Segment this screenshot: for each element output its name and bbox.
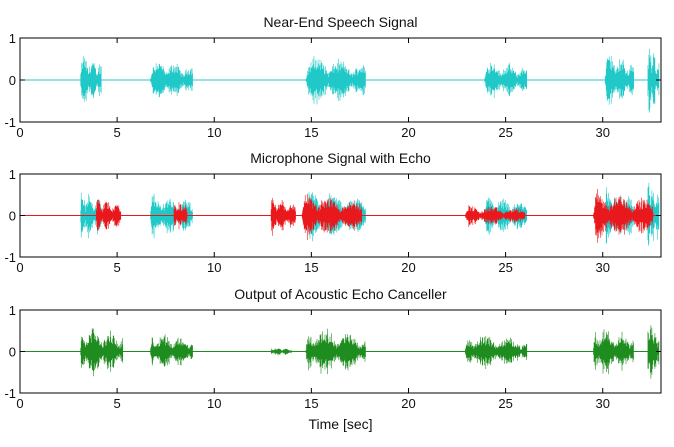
x-tick-label: 0 [16,260,23,275]
waveform-burst [604,56,634,105]
x-tick-label: 10 [207,125,221,140]
waveform-burst [305,56,366,105]
series-1 [20,325,661,379]
x-tick-label: 15 [304,125,318,140]
waveform-burst [465,205,526,227]
waveform-burst [301,193,362,240]
panel-title: Near-End Speech Signal [263,14,417,30]
x-tick-label: 25 [498,125,512,140]
y-tick-label: 0 [9,73,16,88]
y-tick-label: 1 [9,167,16,182]
waveform-burst [465,336,528,369]
x-tick-label: 30 [595,260,609,275]
x-tick-label: 5 [114,125,121,140]
series-2 [20,189,661,243]
panel-title: Microphone Signal with Echo [250,150,431,166]
waveform-burst [80,328,123,377]
waveform-burst [305,328,366,375]
x-tick-label: 10 [207,260,221,275]
waveform-burst [150,63,193,98]
y-tick-label: 1 [9,31,16,46]
x-tick-label: 5 [114,396,121,411]
y-tick-label: -1 [4,386,16,401]
x-tick-label: 25 [498,396,512,411]
waveform-burst [647,48,660,113]
x-axis-label: Time [sec] [308,416,372,432]
y-tick-label: 0 [9,345,16,360]
panel-title: Output of Acoustic Echo Canceller [234,286,447,302]
x-tick-label: 0 [16,396,23,411]
x-tick-label: 15 [304,260,318,275]
x-tick-label: 5 [114,260,121,275]
x-tick-label: 20 [401,396,415,411]
waveform-burst [150,334,193,367]
x-tick-label: 20 [401,125,415,140]
waveform-burst [270,348,292,356]
x-tick-label: 30 [595,396,609,411]
waveform-burst [593,189,654,243]
x-tick-label: 15 [304,396,318,411]
waveform-burst [96,199,122,231]
y-tick-label: -1 [4,115,16,130]
series-1 [20,48,661,113]
x-tick-label: 25 [498,260,512,275]
waveform-burst [80,56,102,102]
y-tick-label: 0 [9,209,16,224]
waveform-burst [270,198,296,236]
waveform-burst [593,329,634,375]
waveform-burst [173,202,188,230]
waveform-burst [484,62,527,98]
x-tick-label: 30 [595,125,609,140]
x-tick-label: 20 [401,260,415,275]
y-tick-label: 1 [9,303,16,318]
x-tick-label: 10 [207,396,221,411]
y-tick-label: -1 [4,250,16,265]
x-tick-label: 0 [16,125,23,140]
